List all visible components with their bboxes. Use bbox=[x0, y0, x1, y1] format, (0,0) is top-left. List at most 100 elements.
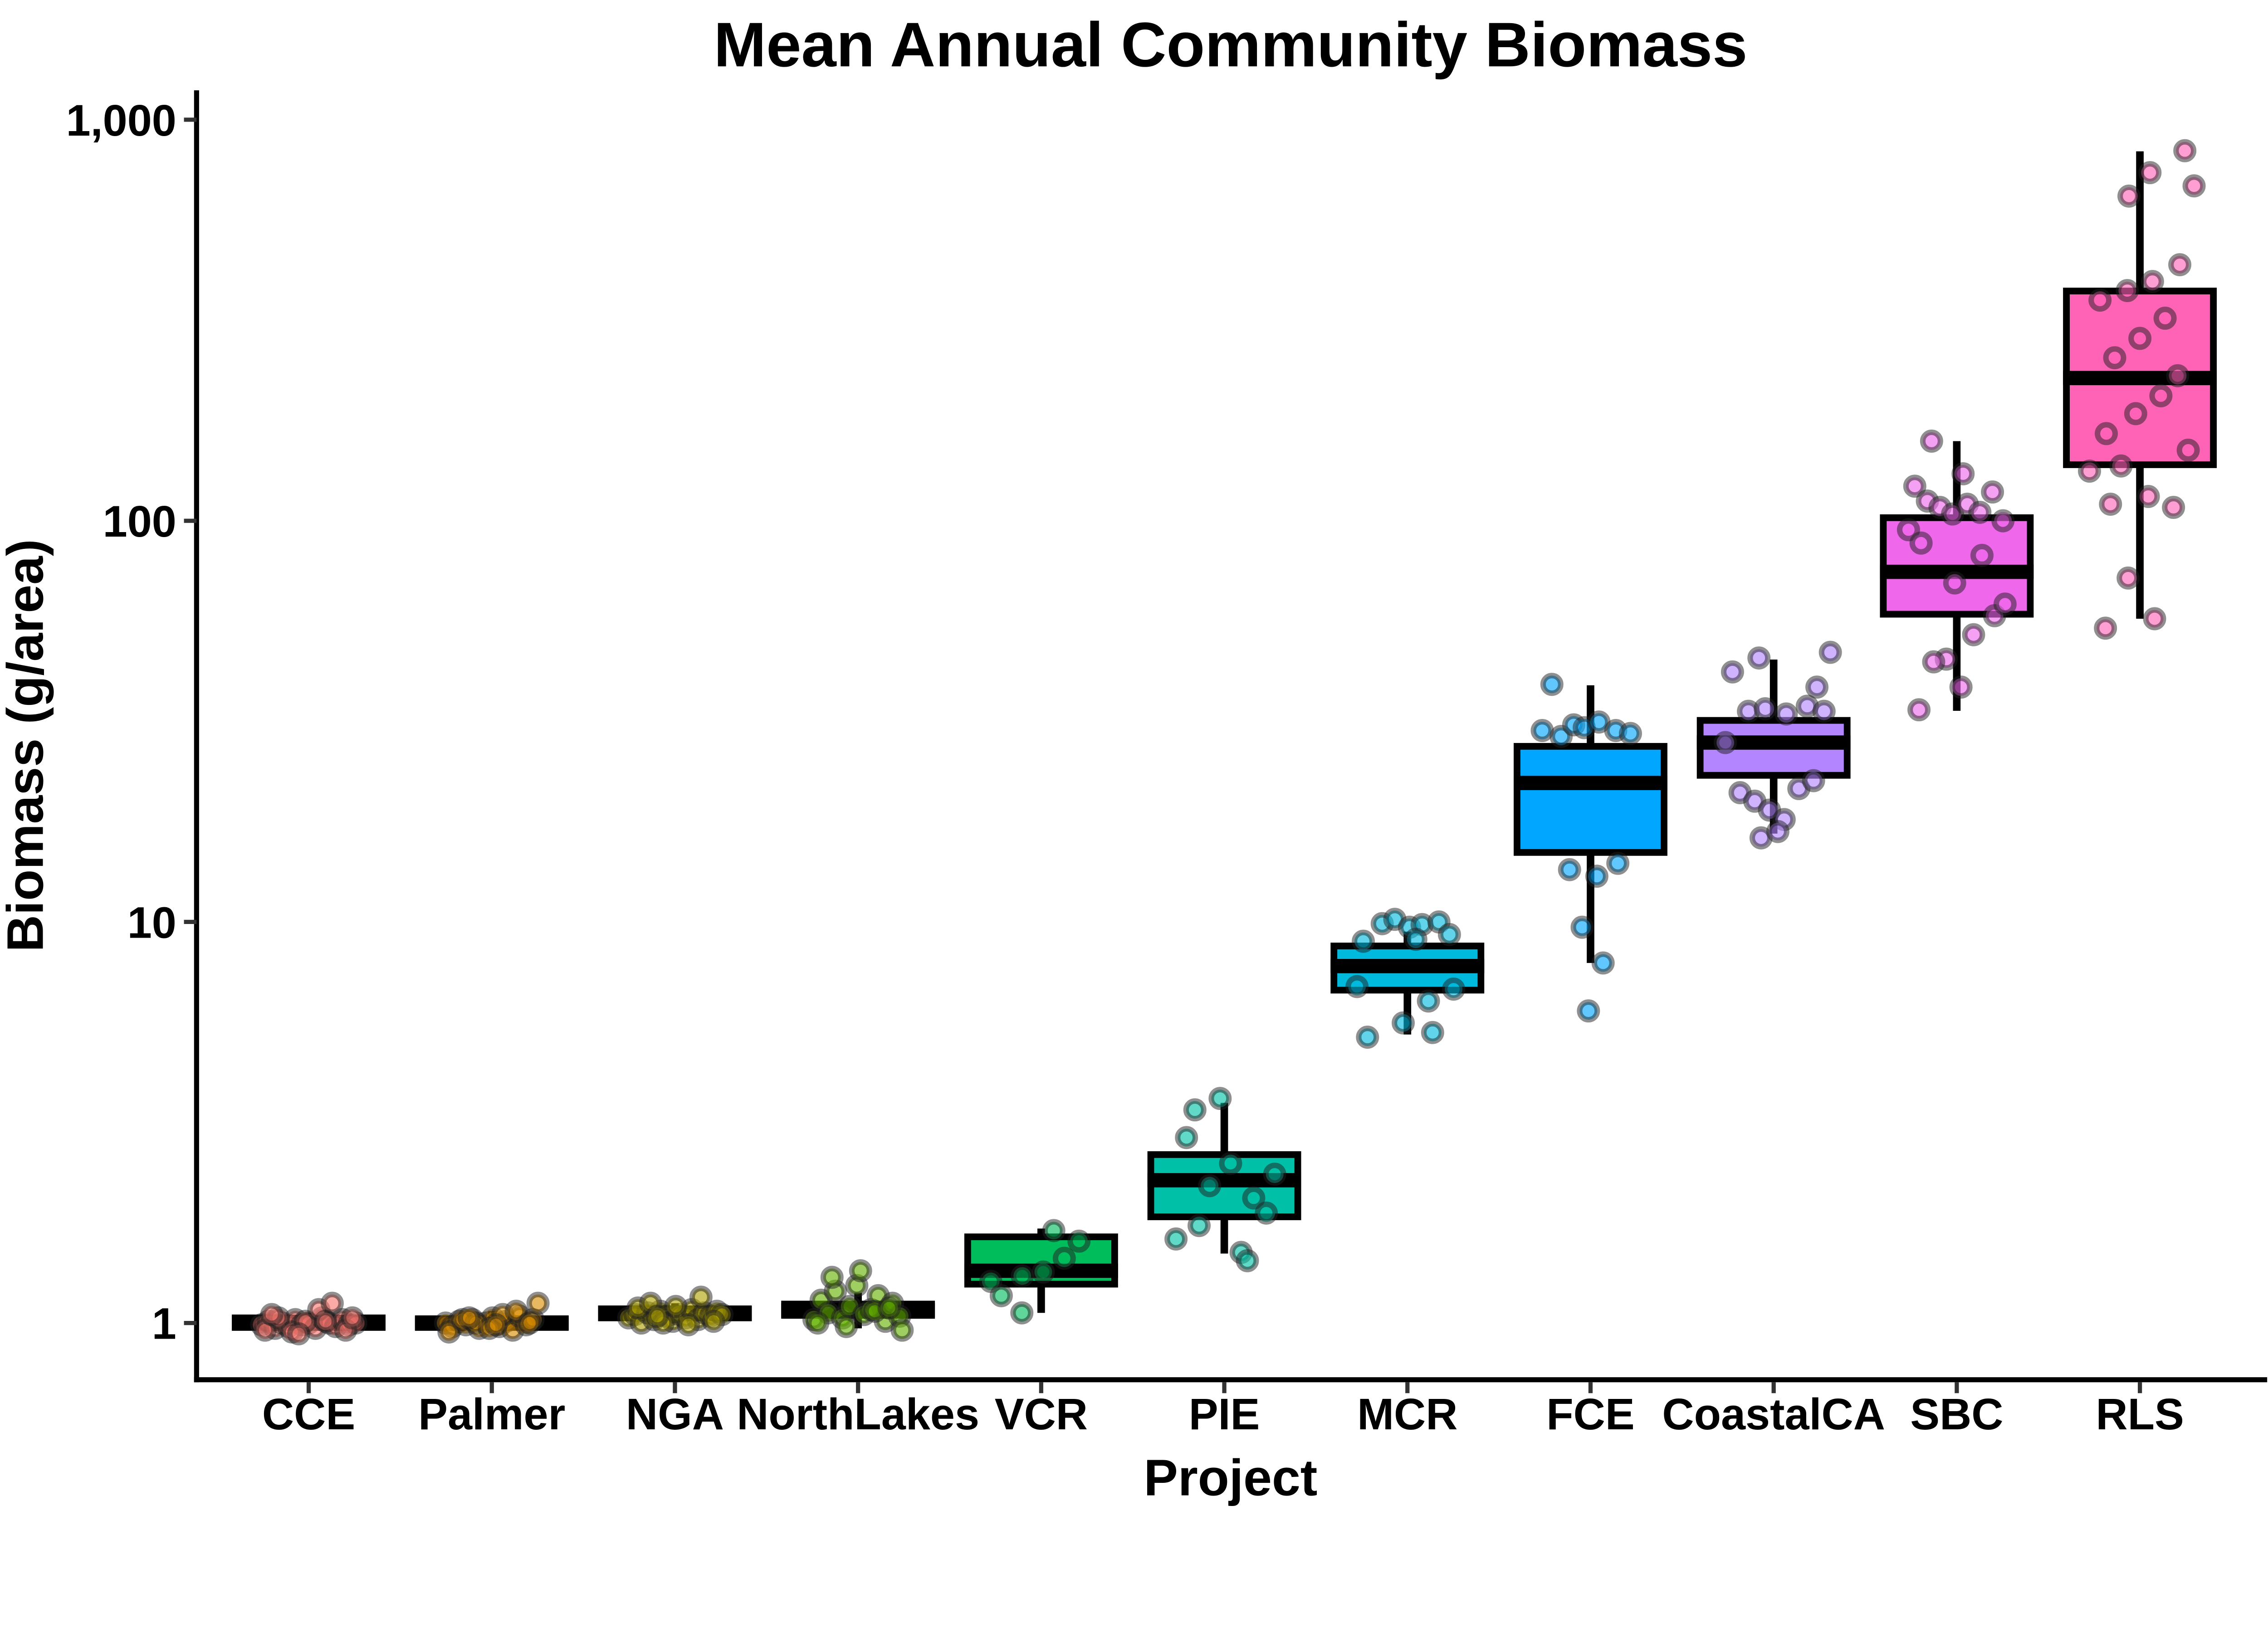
boxplot-cce bbox=[232, 1291, 386, 1345]
jitter-point-coastalca bbox=[1754, 697, 1777, 720]
jitter-point-sbc bbox=[1897, 518, 1920, 542]
jitter-point-sbc bbox=[1981, 480, 2004, 504]
jitter-point-sbc bbox=[1991, 509, 2015, 533]
jitter-point-vcr bbox=[979, 1270, 1002, 1293]
boxplot-palmer bbox=[415, 1291, 569, 1344]
jitter-point-sbc bbox=[1922, 650, 1945, 674]
jitter-point-fce bbox=[1570, 915, 1594, 939]
jitter-point-fce bbox=[1606, 851, 1630, 875]
jitter-point-rls bbox=[2078, 460, 2101, 483]
x-tick-label-palmer: Palmer bbox=[418, 1389, 565, 1439]
jitter-point-nga bbox=[645, 1305, 669, 1328]
jitter-point-nga bbox=[689, 1286, 713, 1309]
jitter-point-rls bbox=[2094, 616, 2117, 640]
jitter-point-pie bbox=[1198, 1174, 1222, 1198]
chart-title: Mean Annual Community Biomass bbox=[714, 10, 1748, 80]
jitter-point-fce bbox=[1530, 719, 1554, 742]
x-tick-label-fce: FCE bbox=[1546, 1389, 1634, 1439]
boxplot-vcr bbox=[964, 1219, 1118, 1325]
boxplot-nga bbox=[598, 1286, 752, 1336]
jitter-point-fce bbox=[1585, 865, 1608, 888]
y-tick-label: 100 bbox=[103, 497, 176, 546]
jitter-point-palmer bbox=[484, 1313, 508, 1336]
x-tick-label-nga: NGA bbox=[626, 1389, 724, 1439]
jitter-point-nga bbox=[664, 1295, 688, 1318]
jitter-point-coastalca bbox=[1747, 646, 1771, 670]
jitter-point-coastalca bbox=[1805, 675, 1829, 699]
jitter-point-sbc bbox=[1907, 698, 1931, 722]
jitter-point-rls bbox=[2136, 485, 2160, 508]
jitter-point-pie bbox=[1219, 1152, 1242, 1175]
jitter-point-coastalca bbox=[1812, 699, 1836, 723]
x-tick-label-rls: RLS bbox=[2096, 1389, 2184, 1439]
boxplot-mcr bbox=[1330, 908, 1485, 1049]
chart-container: Mean Annual Community Biomass Biomass (g… bbox=[0, 10, 2268, 1506]
jitter-point-sbc bbox=[1951, 462, 1975, 485]
x-axis-title: Project bbox=[1144, 1449, 1317, 1506]
jitter-point-rls bbox=[2124, 402, 2147, 425]
jitter-point-vcr bbox=[1042, 1219, 1066, 1242]
jitter-point-rls bbox=[2173, 139, 2197, 162]
jitter-point-rls bbox=[2088, 288, 2112, 312]
jitter-point-vcr bbox=[1010, 1301, 1034, 1325]
jitter-point-rls bbox=[2116, 566, 2140, 590]
jitter-point-rls bbox=[2128, 327, 2152, 350]
jitter-point-fce bbox=[1587, 710, 1611, 734]
plot-area: 1 10 100 1,000 CCE Palmer NGA NorthLakes VCR PIE M… bbox=[66, 90, 2268, 1439]
jitter-point-sbc bbox=[1909, 531, 1933, 555]
jitter-point-northlakes bbox=[890, 1318, 914, 1342]
jitter-point-sbc bbox=[1903, 474, 1926, 498]
y-tick-label: 1,000 bbox=[66, 96, 176, 145]
jitter-point-sbc bbox=[1949, 675, 1973, 699]
jitter-point-northlakes bbox=[820, 1266, 844, 1289]
jitter-point-vcr bbox=[1067, 1229, 1091, 1253]
jitter-point-palmer bbox=[518, 1311, 542, 1335]
jitter-point-rls bbox=[2117, 184, 2141, 208]
jitter-point-pie bbox=[1236, 1249, 1259, 1272]
x-tick-label-pie: PIE bbox=[1189, 1389, 1260, 1439]
jitter-point-rls bbox=[2141, 270, 2164, 293]
jitter-point-pie bbox=[1208, 1087, 1232, 1110]
jitter-point-coastalca bbox=[1818, 640, 1842, 664]
y-axis-title: Biomass (g/area) bbox=[0, 539, 54, 952]
y-tick-label: 10 bbox=[127, 898, 176, 947]
jitter-point-northlakes bbox=[877, 1296, 901, 1320]
jitter-point-rls bbox=[2149, 384, 2173, 407]
jitter-point-vcr bbox=[1031, 1260, 1055, 1284]
x-tick-label-mcr: MCR bbox=[1357, 1389, 1457, 1439]
jitter-point-mcr bbox=[1417, 989, 1440, 1013]
jitter-point-coastalca bbox=[1721, 660, 1744, 684]
jitter-point-northlakes bbox=[849, 1259, 872, 1282]
jitter-point-rls bbox=[2138, 161, 2162, 185]
jitter-point-palmer bbox=[437, 1320, 461, 1344]
boxplot-northlakes bbox=[781, 1259, 935, 1342]
jitter-point-mcr bbox=[1345, 975, 1369, 998]
jitter-point-fce bbox=[1591, 951, 1615, 975]
jitter-point-vcr bbox=[1011, 1264, 1034, 1288]
x-tick-label-northlakes: NorthLakes bbox=[737, 1389, 979, 1439]
boxplot-rls bbox=[2063, 139, 2217, 640]
box-fce bbox=[1514, 743, 1667, 856]
x-tick-label-sbc: SBC bbox=[1910, 1389, 2003, 1439]
jitter-point-pie bbox=[1164, 1227, 1188, 1251]
boxplot-fce bbox=[1514, 673, 1667, 1023]
jitter-point-mcr bbox=[1442, 978, 1466, 1001]
jitter-point-mcr bbox=[1404, 928, 1427, 951]
jitter-point-pie bbox=[1188, 1214, 1211, 1237]
jitter-point-fce bbox=[1558, 858, 1581, 881]
jitter-point-coastalca bbox=[1714, 731, 1737, 754]
boxplot-coastalca bbox=[1696, 640, 1851, 850]
jitter-point-cce bbox=[314, 1310, 337, 1333]
jitter-point-sbc bbox=[1943, 571, 1966, 595]
jitter-point-pie bbox=[1175, 1126, 1198, 1149]
biomass-boxplot-chart: Mean Annual Community Biomass Biomass (g… bbox=[0, 10, 2268, 1506]
boxplot-pie bbox=[1147, 1087, 1301, 1272]
jitter-point-cce bbox=[287, 1322, 310, 1345]
jitter-point-rls bbox=[2103, 346, 2126, 370]
jitter-point-vcr bbox=[989, 1284, 1013, 1307]
jitter-point-fce bbox=[1618, 722, 1642, 745]
jitter-point-cce bbox=[320, 1291, 344, 1315]
jitter-point-pie bbox=[1183, 1098, 1207, 1122]
jitter-point-coastalca bbox=[1766, 820, 1789, 843]
jitter-point-sbc bbox=[1962, 623, 1985, 646]
